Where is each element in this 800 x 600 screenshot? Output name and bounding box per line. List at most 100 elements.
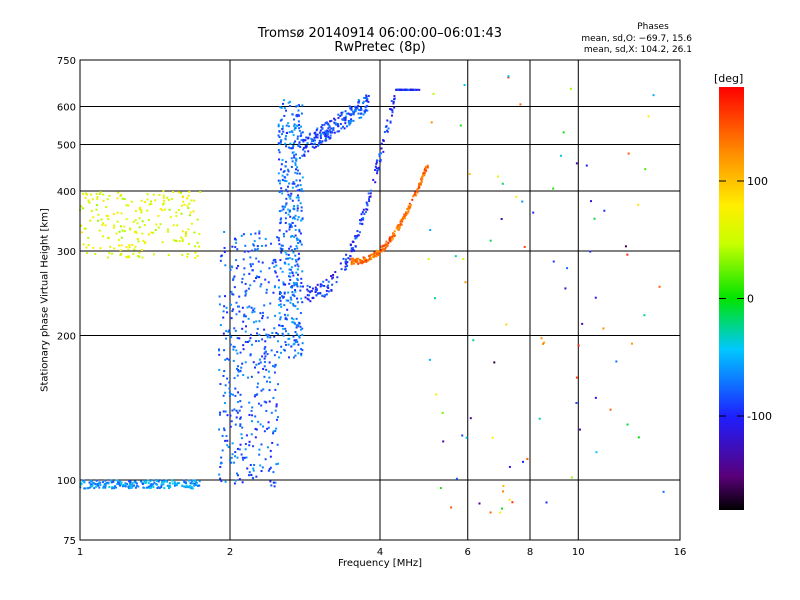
echo-point xyxy=(293,182,296,185)
echo-point xyxy=(240,453,243,456)
echo-point xyxy=(355,260,358,263)
echo-point xyxy=(500,217,503,220)
echo-point xyxy=(304,145,307,148)
echo-point xyxy=(261,425,264,428)
echo-point xyxy=(96,197,99,200)
echo-point xyxy=(287,101,290,104)
echo-point xyxy=(293,322,296,325)
echo-point xyxy=(174,239,177,242)
echo-point xyxy=(321,124,324,127)
echo-point xyxy=(361,261,364,264)
echo-point xyxy=(133,230,136,233)
echo-point xyxy=(391,232,394,235)
echo-point xyxy=(258,358,261,361)
echo-point xyxy=(376,172,379,175)
echo-point xyxy=(366,99,369,102)
echo-point xyxy=(230,336,233,339)
echo-point xyxy=(235,313,238,316)
echo-point xyxy=(229,414,232,417)
echo-point xyxy=(299,179,302,182)
echo-point xyxy=(564,287,567,290)
echo-point xyxy=(88,481,91,484)
echo-point xyxy=(375,161,378,164)
echo-point xyxy=(126,256,129,259)
echo-point xyxy=(256,245,259,248)
echo-point xyxy=(82,243,85,246)
echo-point xyxy=(261,355,264,358)
echo-point xyxy=(346,261,349,264)
echo-point xyxy=(84,196,87,199)
echo-point xyxy=(319,141,322,144)
echo-point xyxy=(428,358,431,361)
echo-point xyxy=(272,259,275,262)
echo-point xyxy=(273,327,276,330)
echo-point xyxy=(125,246,128,249)
echo-point xyxy=(134,245,137,248)
echo-point xyxy=(254,415,257,418)
echo-point xyxy=(236,401,239,404)
y-tick-label: 500 xyxy=(57,141,76,152)
echo-point xyxy=(386,244,389,247)
echo-point xyxy=(291,234,294,237)
echo-point xyxy=(300,112,303,115)
echo-point xyxy=(333,117,336,120)
echo-point xyxy=(268,468,271,471)
echo-point xyxy=(334,122,337,125)
echo-point xyxy=(359,112,362,115)
echo-point xyxy=(140,209,143,212)
x-tick-label: 1 xyxy=(77,547,83,558)
echo-point xyxy=(378,155,381,158)
x-axis-label: Frequency [MHz] xyxy=(337,558,423,569)
echo-point xyxy=(416,191,419,194)
echo-point xyxy=(244,361,247,364)
echo-point xyxy=(372,252,375,255)
echo-point xyxy=(159,207,162,210)
echo-point xyxy=(398,225,401,228)
echo-point xyxy=(289,197,292,200)
echo-point xyxy=(277,134,280,137)
echo-point xyxy=(302,148,305,151)
echo-point xyxy=(366,203,369,206)
echo-point xyxy=(468,173,471,176)
echo-point xyxy=(298,127,301,130)
echo-point xyxy=(319,283,322,286)
echo-point xyxy=(223,429,226,432)
echo-point xyxy=(244,315,247,318)
echo-point xyxy=(143,486,146,489)
echo-point xyxy=(538,417,541,420)
echo-point xyxy=(296,247,299,250)
echo-point xyxy=(192,482,195,485)
echo-point xyxy=(287,146,290,149)
echo-point xyxy=(301,333,304,336)
echo-point xyxy=(141,256,144,259)
echo-point xyxy=(166,228,169,231)
echo-point xyxy=(300,206,303,209)
echo-point xyxy=(180,204,183,207)
echo-point xyxy=(282,102,285,105)
echo-point xyxy=(131,485,134,488)
echo-point xyxy=(292,321,295,324)
echo-point xyxy=(108,486,111,489)
echo-point xyxy=(368,200,371,203)
echo-point xyxy=(291,182,294,185)
echo-point xyxy=(326,131,329,134)
echo-point xyxy=(276,443,279,446)
echo-point xyxy=(291,113,294,116)
echo-point xyxy=(297,199,300,202)
echo-point xyxy=(298,143,301,146)
echo-point xyxy=(292,134,295,137)
echo-point xyxy=(258,276,261,279)
echo-point xyxy=(290,266,293,269)
echo-point xyxy=(298,157,301,160)
echo-point xyxy=(345,125,348,128)
echo-point xyxy=(294,140,297,143)
echo-point xyxy=(132,484,135,487)
echo-point xyxy=(87,236,90,239)
echo-point xyxy=(392,100,395,103)
echo-point xyxy=(279,140,282,143)
echo-point xyxy=(280,163,283,166)
echo-point xyxy=(291,258,294,261)
echo-point xyxy=(332,127,335,130)
echo-point xyxy=(168,208,171,211)
echo-point xyxy=(137,254,140,257)
